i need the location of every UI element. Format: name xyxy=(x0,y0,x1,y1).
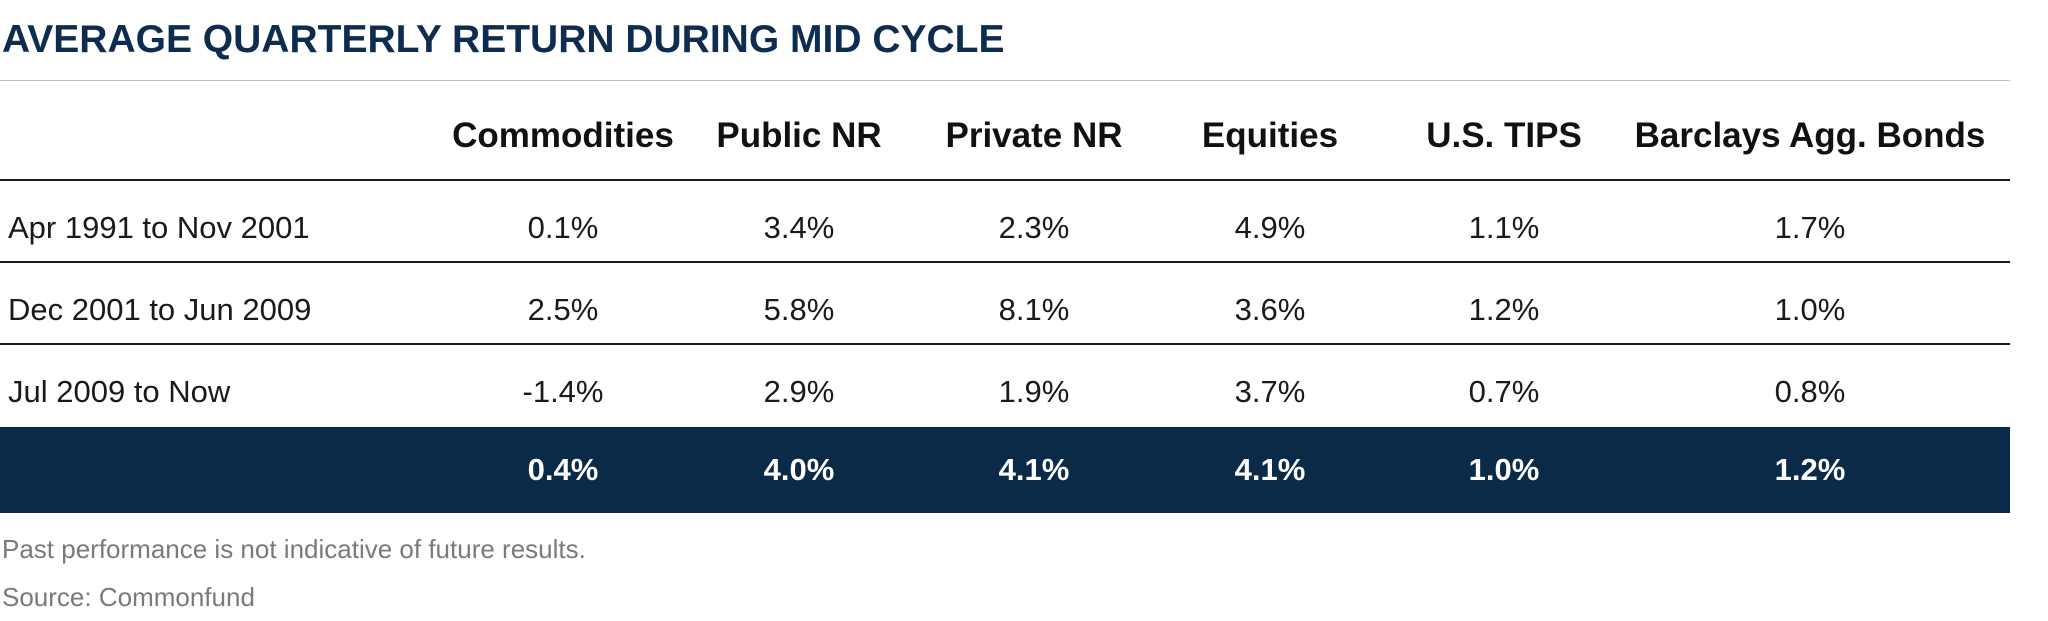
average-cell: 4.1% xyxy=(1234,452,1306,487)
table-cell: 2.5% xyxy=(527,292,599,327)
table-cell: 3.7% xyxy=(1234,374,1306,409)
table-cell: 5.8% xyxy=(763,292,835,327)
average-cell: 1.2% xyxy=(1774,452,1846,487)
table-cell: 1.1% xyxy=(1468,210,1540,245)
table-cell: 1.2% xyxy=(1468,292,1540,327)
row-divider xyxy=(0,261,2010,263)
table-cell: 0.8% xyxy=(1774,374,1846,409)
title-divider xyxy=(0,80,2010,81)
table-cell: 3.4% xyxy=(763,210,835,245)
row-divider xyxy=(0,179,2010,181)
average-cell: 4.1% xyxy=(998,452,1070,487)
average-cell: 4.0% xyxy=(763,452,835,487)
table-cell: 8.1% xyxy=(998,292,1070,327)
column-header: Equities xyxy=(1201,116,1339,155)
row-divider xyxy=(0,343,2010,345)
table-cell: 1.7% xyxy=(1774,210,1846,245)
table-cell: -1.4% xyxy=(522,374,604,409)
average-cell: 1.0% xyxy=(1468,452,1540,487)
source-note: Source: Commonfund xyxy=(2,582,255,612)
row-label: Apr 1991 to Nov 2001 xyxy=(8,210,310,245)
table-cell: 3.6% xyxy=(1234,292,1306,327)
column-header: Barclays Agg. Bonds xyxy=(1634,116,1986,155)
disclaimer-note: Past performance is not indicative of fu… xyxy=(2,534,586,564)
column-header: Private NR xyxy=(945,116,1123,155)
chart-title: AVERAGE QUARTERLY RETURN DURING MID CYCL… xyxy=(2,18,1005,61)
row-label: Jul 2009 to Now xyxy=(8,374,231,409)
table-cell: 0.1% xyxy=(527,210,599,245)
average-row-band xyxy=(0,427,2010,513)
table-cell: 0.7% xyxy=(1468,374,1540,409)
table-cell: 4.9% xyxy=(1234,210,1306,245)
table-cell: 1.0% xyxy=(1774,292,1846,327)
column-header: Public NR xyxy=(716,116,882,155)
average-cell: 0.4% xyxy=(527,452,599,487)
column-header: U.S. TIPS xyxy=(1426,116,1582,155)
table-cell: 2.9% xyxy=(763,374,835,409)
column-header: Commodities xyxy=(452,116,674,155)
row-label: Dec 2001 to Jun 2009 xyxy=(8,292,312,327)
table-cell: 2.3% xyxy=(998,210,1070,245)
table-cell: 1.9% xyxy=(998,374,1070,409)
